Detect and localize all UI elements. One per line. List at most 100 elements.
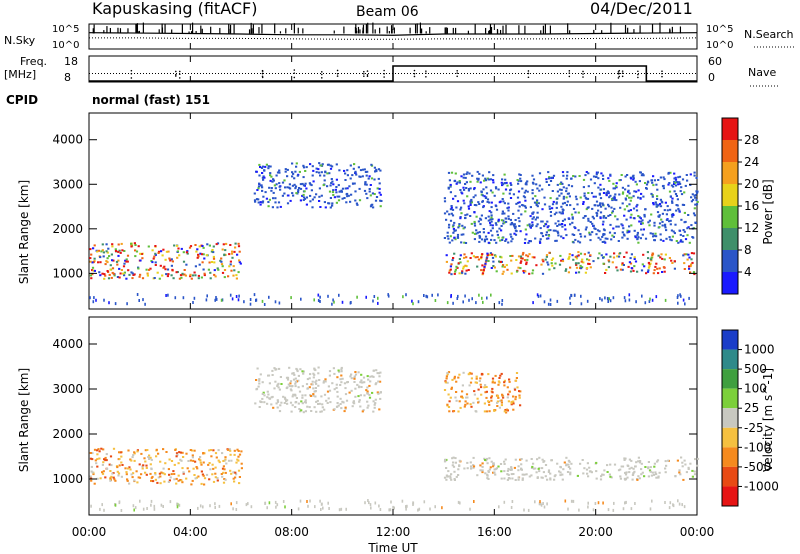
range-cell [594,228,597,230]
range-cell [599,202,602,205]
range-cell [346,187,349,190]
range-cell [176,502,178,506]
range-cell [297,507,300,511]
range-cell [257,185,261,188]
range-cell [506,473,509,476]
range-cell [341,300,344,304]
range-cell [190,483,193,486]
range-cell [275,183,278,186]
range-cell [220,260,223,263]
range-cell [547,471,550,473]
range-cell [177,479,180,482]
freq-dot [336,75,339,77]
range-cell [344,172,347,175]
range-cell [264,191,267,194]
range-cell [304,182,307,185]
range-cell [267,393,270,396]
range-cell [144,460,147,463]
range-cell [521,204,524,206]
range-cell [603,240,606,243]
range-cell [104,456,107,459]
range-cell [653,179,656,182]
range-cell [434,299,437,302]
range-cell [310,189,313,192]
range-cell [213,261,216,264]
range-cell [561,212,564,215]
range-cell [579,233,582,235]
range-cell [689,462,692,465]
range-cell [197,277,200,280]
x-tick-label: 08:00 [274,525,309,539]
range-cell [110,276,113,279]
range-cell [559,182,562,185]
range-cell [659,256,662,259]
range-cell [182,251,185,254]
range-cell [626,476,629,479]
range-cell [366,170,369,173]
range-cell [571,233,574,236]
range-cell [462,227,465,230]
range-cell [608,297,610,301]
range-cell [539,502,542,506]
range-cell [572,258,575,261]
range-cell [327,202,330,205]
range-cell [517,478,520,481]
range-cell [506,268,509,271]
range-cell [266,402,269,405]
range-cell [589,221,592,223]
range-cell [464,176,467,179]
range-cell [493,381,496,384]
range-cell [446,231,449,234]
range-cell [550,259,553,261]
range-cell [254,402,257,405]
range-cell [541,272,545,275]
range-cell [658,226,661,229]
range-cell [510,467,513,470]
range-cell [484,235,488,238]
range-cell [333,372,336,375]
range-cell [495,223,498,226]
range-cell [255,298,258,302]
range-cell [132,504,135,508]
range-cell [640,269,644,272]
range-cell [489,218,492,221]
range-cell [576,474,579,477]
range-cell [178,254,181,257]
range-cell [673,260,676,263]
range-cell [635,461,638,464]
range-cell [587,475,590,478]
range-cell [618,193,621,196]
range-cell [354,170,357,173]
range-cell [559,471,562,474]
range-cell [549,477,552,480]
range-cell [473,393,476,396]
range-cell [365,183,368,186]
range-cell [682,254,685,257]
range-cell [604,207,607,210]
range-cell [681,503,683,507]
range-cell [339,403,342,405]
range-cell [689,265,692,268]
range-cell [448,213,451,216]
colorbar-cell [722,388,738,409]
range-cell [683,253,686,256]
range-cell [195,466,198,468]
range-cell [362,376,366,379]
range-cell [144,449,147,452]
range-cell [456,297,459,300]
range-cell [175,455,178,458]
range-cell [543,196,546,199]
range-cell [463,405,466,408]
range-cell [279,188,282,191]
range-cell [519,257,523,260]
range-cell [648,469,652,472]
range-cell [525,473,528,476]
range-cell [607,214,610,217]
range-cell [326,172,329,175]
range-cell [138,463,141,466]
range-cell [306,405,309,408]
range-cell [681,461,684,464]
range-cell [364,171,367,173]
range-cell [336,195,339,198]
range-cell [463,241,466,244]
